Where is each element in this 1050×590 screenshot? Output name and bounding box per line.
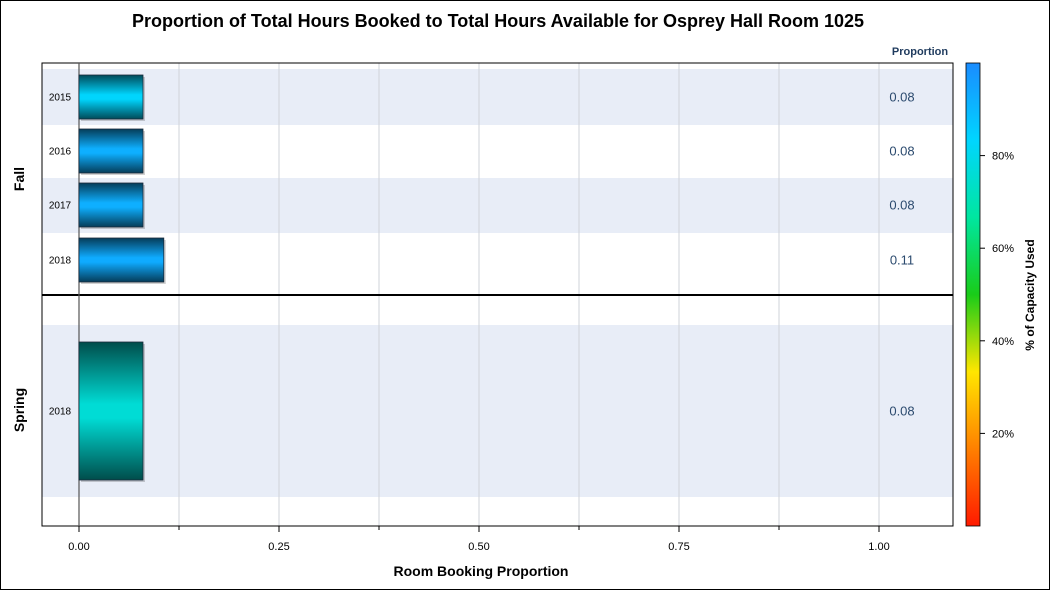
x-tick-label: 0.00 [68, 541, 89, 553]
bar-series [78, 74, 166, 482]
row-bands [42, 69, 953, 497]
chart-title: Proportion of Total Hours Booked to Tota… [132, 11, 864, 31]
bar-fall-2016 [78, 128, 144, 174]
row-band [42, 69, 953, 125]
x-tick-label: 1.00 [868, 541, 889, 553]
category-label: 2017 [49, 201, 72, 212]
colorbar [965, 62, 981, 527]
colorbar-tick-label: 60% [992, 243, 1014, 255]
x-tick-label: 0.75 [668, 541, 689, 553]
bar-spring-2018 [78, 341, 144, 481]
colorbar-title: % of Capacity Used [1023, 239, 1037, 350]
x-axis-label: Room Booking Proportion [394, 563, 569, 579]
colorbar-tick-label: 40% [992, 336, 1014, 348]
bar-fall-2015 [78, 74, 144, 120]
bar-fall-2018 [78, 237, 165, 283]
colorbar-ticks: 20% 40% 60% 80% [980, 151, 1014, 440]
category-label: 2016 [49, 147, 72, 158]
x-axis-ticks: 0.00 0.25 0.50 0.75 1.00 [68, 526, 890, 553]
row-band [42, 178, 953, 233]
row-band [42, 325, 953, 497]
value-column-header: Proportion [892, 46, 948, 58]
value-labels: 0.08 0.08 0.08 0.11 0.08 [889, 90, 914, 419]
colorbar-tick-label: 80% [992, 151, 1014, 163]
category-label: 2018 [49, 407, 72, 418]
category-label: 2015 [49, 93, 72, 104]
value-label: 0.11 [890, 253, 914, 268]
bar-fall-2017 [78, 182, 144, 228]
x-tick-label: 0.50 [468, 541, 489, 553]
value-label: 0.08 [889, 144, 914, 159]
group-label-fall: Fall [11, 167, 27, 191]
value-label: 0.08 [889, 404, 914, 419]
group-label-spring: Spring [11, 388, 27, 432]
x-tick-label: 0.25 [268, 541, 289, 553]
value-label: 0.08 [889, 198, 914, 213]
category-labels: 2015 2016 2017 2018 2018 [49, 93, 72, 418]
category-label: 2018 [49, 256, 72, 267]
colorbar-tick-label: 20% [992, 428, 1014, 440]
value-label: 0.08 [889, 90, 914, 105]
